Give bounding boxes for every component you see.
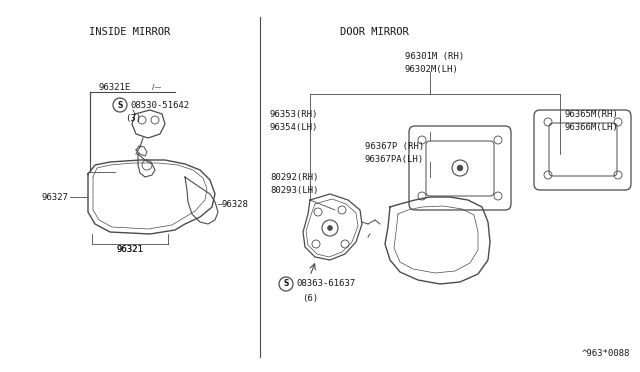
Text: 80293(LH): 80293(LH) — [270, 186, 318, 195]
Text: 80292(RH): 80292(RH) — [270, 173, 318, 182]
Text: 96365M(RH): 96365M(RH) — [565, 109, 619, 119]
Text: 96328: 96328 — [222, 199, 249, 208]
Text: S: S — [117, 100, 123, 109]
Text: 96354(LH): 96354(LH) — [270, 122, 318, 131]
Text: 08363-61637: 08363-61637 — [296, 279, 355, 289]
Circle shape — [458, 166, 463, 170]
Text: INSIDE MIRROR: INSIDE MIRROR — [90, 27, 171, 37]
Text: 96321E: 96321E — [98, 83, 131, 92]
Text: 96302M(LH): 96302M(LH) — [405, 64, 459, 74]
Text: DOOR MIRROR: DOOR MIRROR — [340, 27, 409, 37]
Text: 96366M(LH): 96366M(LH) — [565, 122, 619, 131]
Text: 96367P (RH): 96367P (RH) — [365, 141, 424, 151]
Text: 96321: 96321 — [116, 246, 143, 254]
Circle shape — [328, 225, 333, 231]
Text: 96367PA(LH): 96367PA(LH) — [365, 154, 424, 164]
Text: (6): (6) — [302, 294, 318, 302]
Text: (3): (3) — [125, 113, 141, 122]
Text: 96321: 96321 — [116, 246, 143, 254]
Text: /—: /— — [152, 84, 161, 90]
Text: 08530-51642: 08530-51642 — [130, 100, 189, 109]
Text: 96301M (RH): 96301M (RH) — [405, 51, 464, 61]
Text: 96327: 96327 — [41, 192, 68, 202]
Text: ^963*0088: ^963*0088 — [582, 350, 630, 359]
Text: S: S — [284, 279, 289, 289]
Text: 96353(RH): 96353(RH) — [270, 109, 318, 119]
